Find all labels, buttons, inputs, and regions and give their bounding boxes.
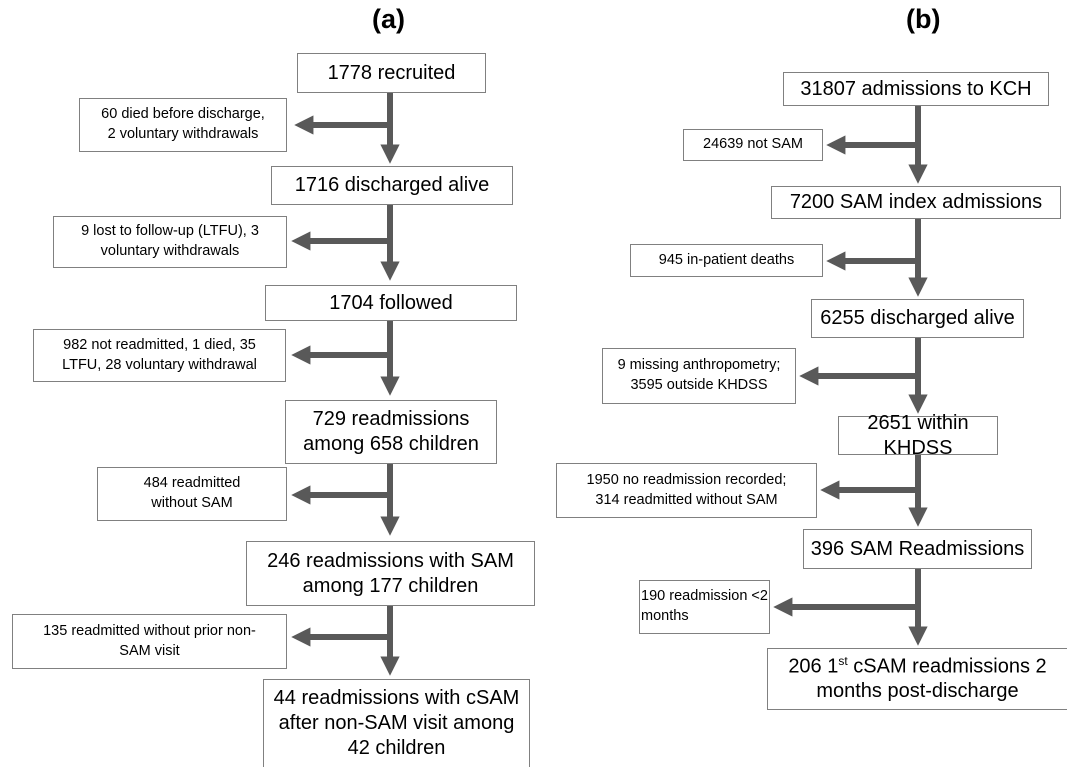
box-sam-readmissions-line2: among 177 children [302,574,479,597]
exclusion-deaths-text: 945 in-patient deaths [658,251,795,268]
exclusion-no-prior-visit-line2: SAM visit [119,642,180,659]
box-index-admissions: 7200 SAM index admissions [771,186,1061,219]
box-csam-line1: 44 readmissions with cSAM [273,687,520,709]
exclusion-no-readmission: 1950 no readmission recorded; 314 readmi… [556,463,817,518]
exclusion-without-sam-line2: without SAM [151,495,233,511]
box-admissions: 31807 admissions to KCH [783,72,1049,106]
box-sam-readmissions-b-text: 396 SAM Readmissions [810,537,1025,560]
box-discharged-alive: 1716 discharged alive [271,166,513,205]
box-within-khdss: 2651 within KHDSS [838,412,998,459]
box-csam-b-line1: 206 1st cSAM readmissions 2 [788,654,1046,680]
box-csam-b-sup: st [838,653,848,668]
exclusion-not-readmitted: 982 not readmitted, 1 died, 35 LTFU, 28 … [33,329,286,382]
box-csam-line2: after non-SAM visit among [278,712,515,734]
box-discharged-alive-text: 1716 discharged alive [294,174,490,196]
box-csam-b-rest: cSAM readmissions 2 [847,655,1047,678]
box-csam: 44 readmissions with cSAM after non-SAM … [263,679,530,767]
box-readmissions-line1: 729 readmissions [312,408,470,430]
exclusion-not-sam: 24639 not SAM [683,129,823,161]
box-csam-b-line2: months post-discharge [816,680,1019,703]
exclusion-not-readmitted-line2: LTFU, 28 voluntary withdrawal [62,356,257,373]
exclusion-missing-line2: 3595 outside KHDSS [630,377,768,393]
exclusion-ltfu-line1: 9 lost to follow-up (LTFU), 3 [81,223,259,240]
box-index-admissions-text: 7200 SAM index admissions [789,191,1043,213]
box-followed-text: 1704 followed [329,291,453,314]
exclusion-under-2-months-line1: 190 readmission <2 [641,588,768,605]
box-readmissions: 729 readmissions among 658 children [285,400,497,464]
box-csam-line3: 42 children [347,737,446,759]
exclusion-missing: 9 missing anthropometry; 3595 outside KH… [602,348,796,404]
exclusion-no-prior-visit: 135 readmitted without prior non- SAM vi… [12,614,287,669]
box-admissions-text: 31807 admissions to KCH [800,77,1032,100]
box-within-khdss-text: 2651 within KHDSS [867,411,969,459]
exclusion-under-2-months-line2: months [641,608,689,624]
box-sam-readmissions-b: 396 SAM Readmissions [803,529,1032,569]
exclusion-under-2-months: 190 readmission <2 months [639,580,770,634]
panel-a-label: (a) [372,4,405,34]
box-discharged: 6255 discharged alive [811,299,1024,338]
panel-b-label: (b) [906,4,941,34]
box-discharged-text: 6255 discharged alive [820,307,1015,329]
box-csam-b-num: 206 1 [788,655,839,678]
box-followed: 1704 followed [265,285,517,321]
box-recruited-text: 1778 recruited [327,61,456,84]
box-sam-readmissions-line1: 246 readmissions with SAM [267,549,514,572]
box-recruited: 1778 recruited [297,53,486,93]
exclusion-deaths: 945 in-patient deaths [630,244,823,277]
exclusion-died-line2: 2 voluntary withdrawals [107,126,259,142]
exclusion-without-sam: 484 readmitted without SAM [97,467,287,521]
exclusion-not-readmitted-line1: 982 not readmitted, 1 died, 35 [63,336,256,353]
exclusion-died-line1: 60 died before discharge, [101,106,265,123]
exclusion-died: 60 died before discharge, 2 voluntary wi… [79,98,287,152]
exclusion-no-readmission-line2: 314 readmitted without SAM [595,491,778,508]
exclusion-no-readmission-line1: 1950 no readmission recorded; [586,471,787,488]
exclusion-without-sam-line1: 484 readmitted [143,475,241,492]
exclusion-ltfu: 9 lost to follow-up (LTFU), 3 voluntary … [53,216,287,268]
box-readmissions-line2: among 658 children [303,433,479,455]
exclusion-no-prior-visit-line1: 135 readmitted without prior non- [43,622,256,639]
box-csam-b: 206 1st cSAM readmissions 2 months post-… [767,648,1067,710]
box-sam-readmissions: 246 readmissions with SAM among 177 chil… [246,541,535,606]
exclusion-ltfu-line2: voluntary withdrawals [100,243,240,259]
exclusion-missing-line1: 9 missing anthropometry; [617,357,781,374]
exclusion-not-sam-text: 24639 not SAM [703,136,803,153]
